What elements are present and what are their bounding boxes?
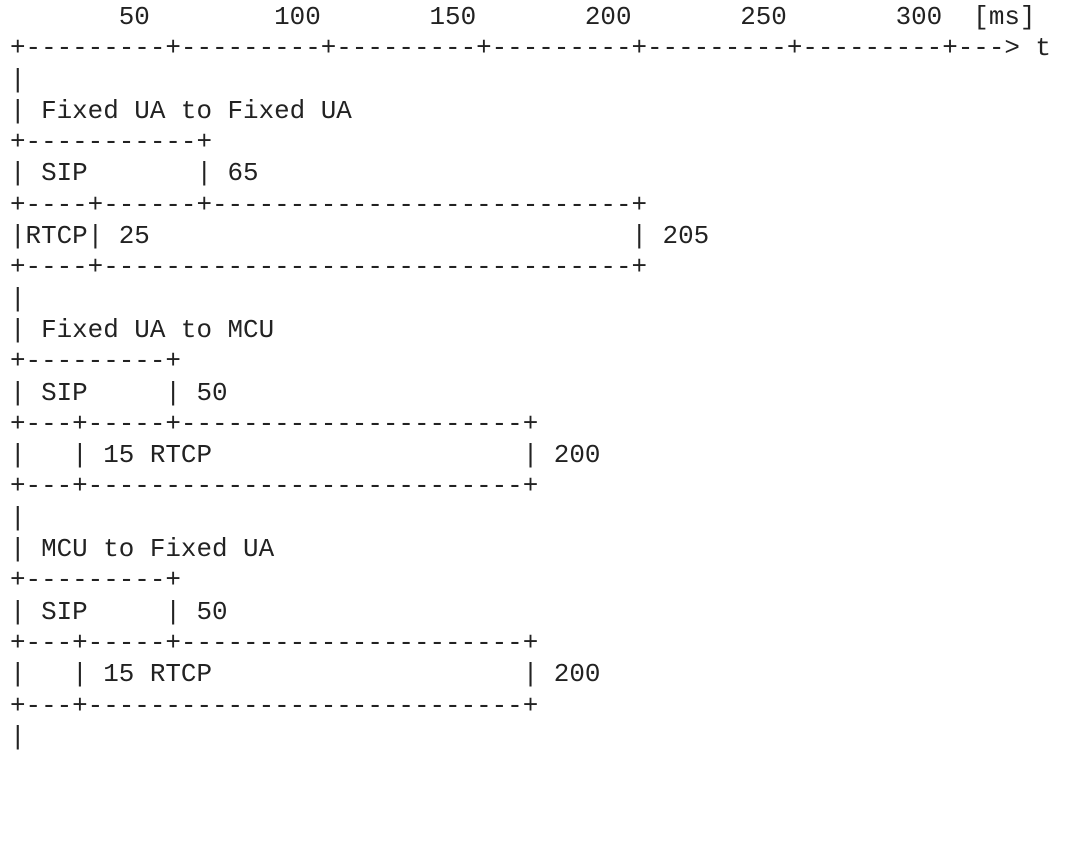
rtcp-box-top-border: +---+-----+----------------------+ <box>10 627 539 658</box>
sip-box-top-border: +---------+ <box>10 346 181 377</box>
sip-bar-row: | SIP | 50 <box>10 377 228 408</box>
sip-bar-row: | SIP | 65 <box>10 158 259 189</box>
section-connector: | <box>10 721 26 752</box>
rtcp-box-bottom-border: +---+----------------------------+ <box>10 690 539 721</box>
time-axis-labels: 50 100 150 200 250 300 [ms] <box>10 2 1036 32</box>
sip-bar-row: | SIP | 50 <box>10 596 228 627</box>
section-title-mcu-to-fixed: | MCU to Fixed UA <box>10 534 275 565</box>
rtcp-bar-row: |RTCP| 25 | 205 <box>10 221 710 252</box>
rtcp-box-bottom-border: +---+----------------------------+ <box>10 471 539 502</box>
section-connector: | <box>10 283 26 314</box>
sip-box-top-border: +-----------+ <box>10 127 212 158</box>
rtcp-box-bottom-border: +----+----------------------------------… <box>10 252 648 283</box>
rtcp-bar-row: | | 15 RTCP | 200 <box>10 440 601 471</box>
section-connector: | <box>10 502 26 533</box>
rtcp-bar-row: | | 15 RTCP | 200 <box>10 659 601 690</box>
sip-box-top-border: +---------+ <box>10 565 181 596</box>
rtcp-box-top-border: +----+------+---------------------------… <box>10 189 648 220</box>
time-axis: +---------+---------+---------+---------… <box>10 33 1051 64</box>
section-title-fixed-to-mcu: | Fixed UA to MCU <box>10 314 275 345</box>
section-title-fixed-to-fixed: | Fixed UA to Fixed UA <box>10 95 352 126</box>
axis-connector: | <box>10 64 26 95</box>
rtcp-box-top-border: +---+-----+----------------------+ <box>10 408 539 439</box>
